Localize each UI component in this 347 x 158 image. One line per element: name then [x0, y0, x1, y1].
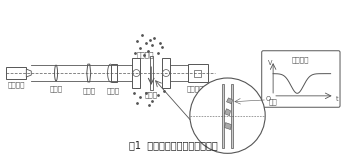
- Text: 光电探测器: 光电探测器: [187, 85, 209, 91]
- Circle shape: [133, 70, 140, 76]
- Text: t: t: [336, 96, 338, 102]
- Polygon shape: [225, 109, 230, 116]
- FancyBboxPatch shape: [262, 51, 340, 107]
- Ellipse shape: [54, 65, 58, 81]
- Bar: [150, 56, 153, 90]
- Bar: [7, 67, 26, 79]
- Text: 图1  遮光型颗粒计数器工作原理: 图1 遮光型颗粒计数器工作原理: [129, 140, 218, 150]
- Bar: [132, 58, 140, 88]
- Bar: [231, 84, 234, 148]
- Text: 激光光源: 激光光源: [8, 81, 25, 88]
- Text: 准直镜: 准直镜: [50, 85, 62, 91]
- Bar: [162, 58, 170, 88]
- Text: 柱面镜: 柱面镜: [107, 87, 120, 94]
- Circle shape: [190, 78, 265, 153]
- Polygon shape: [225, 123, 231, 130]
- Text: 油液进入: 油液进入: [136, 52, 154, 58]
- Text: O: O: [266, 96, 271, 102]
- Text: V: V: [268, 60, 272, 66]
- Bar: [194, 70, 201, 76]
- Polygon shape: [227, 98, 232, 104]
- Text: 凸透镜: 凸透镜: [82, 87, 95, 94]
- Bar: [222, 84, 224, 148]
- Text: 颗粒: 颗粒: [268, 98, 277, 105]
- Bar: [188, 64, 208, 82]
- Bar: [111, 64, 117, 82]
- Circle shape: [163, 70, 170, 76]
- Text: 输出格式: 输出格式: [292, 56, 310, 63]
- Text: 石英窗: 石英窗: [145, 91, 158, 97]
- Polygon shape: [87, 64, 91, 82]
- Polygon shape: [26, 69, 31, 77]
